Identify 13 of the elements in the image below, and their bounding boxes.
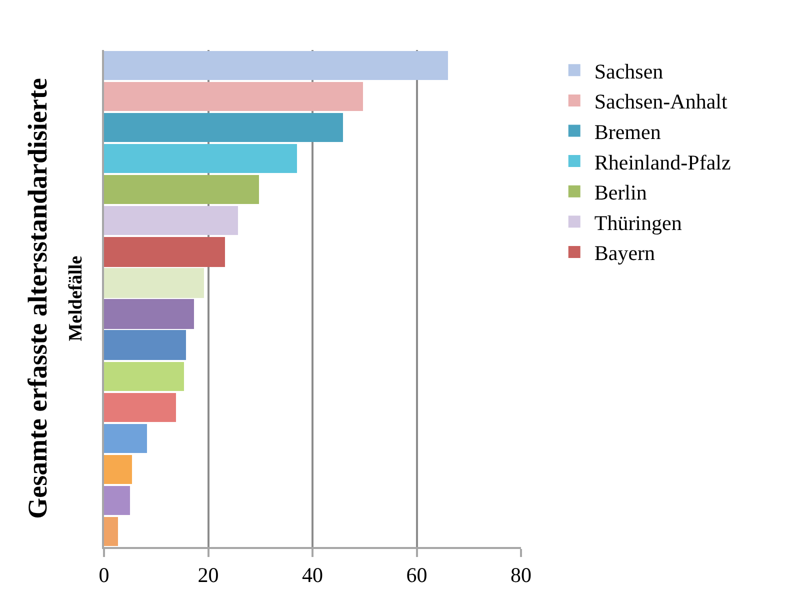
- legend-label: Rheinland-Pfalz: [594, 150, 731, 174]
- x-tick-label: 60: [406, 563, 428, 588]
- legend-label: Berlin: [594, 180, 648, 205]
- legend-label: Sachsen: [594, 59, 664, 84]
- legend-label: Sachsen-Anhalt: [594, 90, 728, 114]
- legend-label: Bremen: [594, 120, 662, 144]
- x-tick-label: 40: [302, 563, 323, 588]
- x-tick-label: 0: [98, 563, 110, 588]
- x-tick-label: 20: [198, 563, 219, 588]
- legend-label: Thüringen: [594, 210, 682, 235]
- x-tick-label: 80: [510, 563, 532, 588]
- legend-label: Bayern: [594, 241, 656, 266]
- y-axis-title: Gesamte erfasste altersstandardisierte Meldefälle: [22, 78, 87, 519]
